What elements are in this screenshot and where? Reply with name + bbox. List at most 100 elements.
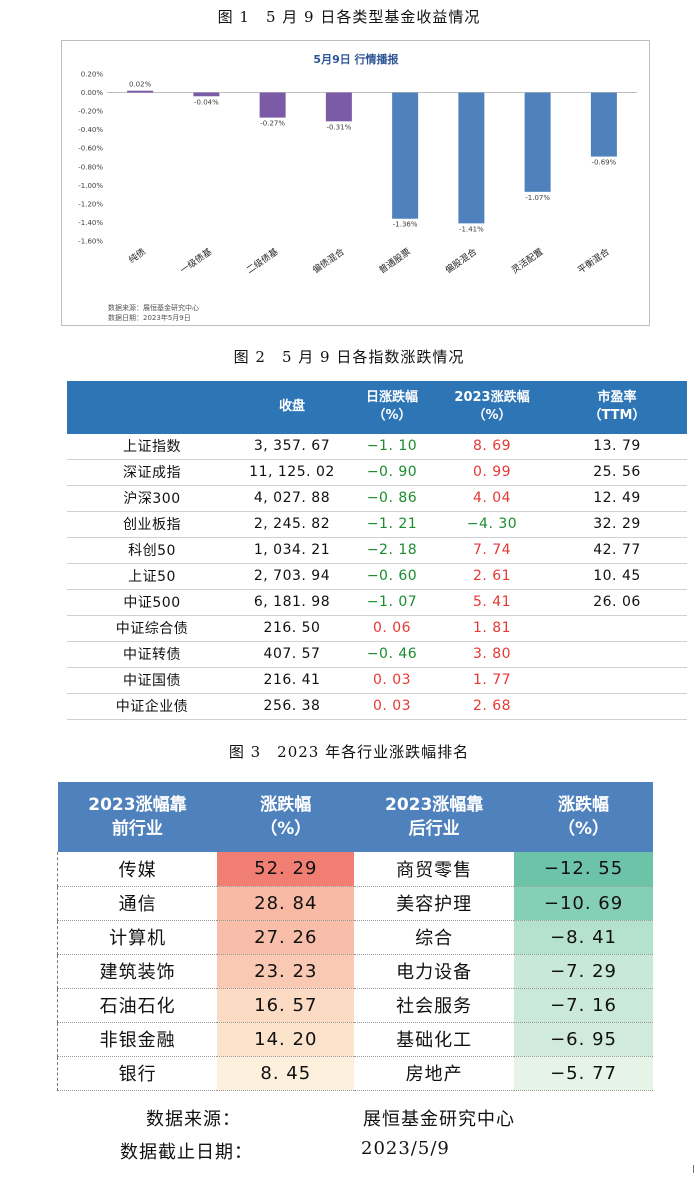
bottom-industry-change: −5. 77 <box>514 1056 653 1091</box>
industry-ranking-table: 2023涨幅靠 前行业 涨跌幅 （%） 2023涨幅靠 后行业 涨跌幅 （%） 传媒 52. 2… <box>57 782 653 1091</box>
index-ytd-change: 3. 80 <box>437 641 547 668</box>
category-label: 偏债混合 <box>310 246 346 276</box>
top-industry-change: 52. 29 <box>217 852 355 887</box>
bar-data-label: -0.27% <box>260 120 285 128</box>
bar-2 <box>193 92 220 97</box>
y-tick-label: -0.40% <box>78 126 103 134</box>
top-industry-name: 石油石化 <box>57 988 218 1023</box>
bottom-industry-name: 社会服务 <box>354 988 515 1023</box>
figure2-caption: 图 2 5 月 9 日各指数涨跌情况 <box>233 348 465 366</box>
index-pe <box>547 615 687 642</box>
bar-data-label: -0.69% <box>591 159 616 167</box>
index-table-row: 上证50 2, 703. 94 −0. 60 2. 61 10. 45 <box>67 563 687 590</box>
category-label: 偏股混合 <box>443 246 479 276</box>
top-industry-name: 传媒 <box>57 852 218 887</box>
index-ytd-change: 8. 69 <box>437 432 547 460</box>
y-tick-label: 0.00% <box>81 89 104 97</box>
industry-table-row: 石油石化 16. 57 社会服务 −7. 16 <box>57 988 653 1023</box>
bottom-industry-name: 商贸零售 <box>354 852 515 887</box>
index-day-change: −1. 10 <box>347 432 437 460</box>
industry-table-row: 建筑装饰 23. 23 电力设备 −7. 29 <box>57 954 653 989</box>
fund-return-chart: 5月9日 行情播报 0.20% 0.00% -0.20% -0.40% -0.60% -0.… <box>61 40 650 326</box>
top-industry-change: 23. 23 <box>217 954 355 989</box>
index-table-row: 沪深300 4, 027. 88 −0. 86 4. 04 12. 49 <box>67 485 687 512</box>
category-label: 平衡混合 <box>575 246 611 276</box>
index-table-header: 收盘 <box>237 381 347 433</box>
index-ytd-change: 2. 61 <box>437 563 547 590</box>
bar-data-label: -1.41% <box>459 225 484 233</box>
industry-table-row: 银行 8. 45 房地产 −5. 77 <box>57 1056 653 1091</box>
index-day-change: 0. 03 <box>347 667 437 694</box>
industry-table-row: 传媒 52. 29 商贸零售 −12. 55 <box>57 852 653 887</box>
index-pe <box>547 693 687 720</box>
bar-data-label: 0.02% <box>129 81 152 89</box>
industry-table-row: 非银金融 14. 20 基础化工 −6. 95 <box>57 1022 653 1057</box>
index-name: 中证500 <box>67 589 237 616</box>
index-day-change: −1. 07 <box>347 589 437 616</box>
index-ytd-change: 5. 41 <box>437 589 547 616</box>
index-pe: 25. 56 <box>547 459 687 486</box>
top-industry-name: 非银金融 <box>57 1022 218 1057</box>
bottom-industry-change: −7. 29 <box>514 954 653 989</box>
index-name: 创业板指 <box>67 511 237 538</box>
index-day-change: −0. 90 <box>347 459 437 486</box>
top-industry-name: 计算机 <box>57 920 218 955</box>
y-tick-label: -0.80% <box>78 163 103 171</box>
index-pe <box>547 641 687 668</box>
chart-date-note: 数据日期：2023年5月9日 <box>108 314 191 322</box>
industry-table-header: 涨跌幅 （%） <box>217 782 355 852</box>
y-tick-label: 0.20% <box>81 71 104 79</box>
index-name: 中证企业债 <box>67 693 237 720</box>
bottom-industry-change: −8. 41 <box>514 920 653 955</box>
index-table-header: 2023涨跌幅 （%） <box>437 381 547 433</box>
index-pe: 10. 45 <box>547 563 687 590</box>
index-table-row: 创业板指 2, 245. 82 −1. 21 −4. 30 32. 29 <box>67 511 687 538</box>
chart-title: 5月9日 行情播报 <box>313 52 399 66</box>
index-name: 上证指数 <box>67 432 237 460</box>
index-table-row: 中证企业债 256. 38 0. 03 2. 68 <box>67 693 687 720</box>
category-label: 普通股票 <box>376 246 412 276</box>
index-table-header <box>67 381 237 433</box>
bottom-industry-change: −10. 69 <box>514 886 653 921</box>
bar-1 <box>127 90 154 93</box>
bar-3 <box>259 92 286 118</box>
index-day-change: 0. 06 <box>347 615 437 642</box>
industry-table-header: 涨跌幅 （%） <box>514 782 653 852</box>
bottom-industry-name: 美容护理 <box>354 886 515 921</box>
index-table-header: 日涨跌幅 （%） <box>347 381 437 433</box>
index-pe: 42. 77 <box>547 537 687 564</box>
bar-data-label: -1.07% <box>525 194 550 202</box>
industry-table-row: 通信 28. 84 美容护理 −10. 69 <box>57 886 653 921</box>
index-close: 3, 357. 67 <box>237 432 347 460</box>
index-ytd-change: 7. 74 <box>437 537 547 564</box>
fund-return-chart-svg: 5月9日 行情播报 0.20% 0.00% -0.20% -0.40% -0.60% -0.… <box>78 52 637 276</box>
index-table-header: 市盈率 （TTM） <box>547 381 687 433</box>
index-name: 中证转债 <box>67 641 237 668</box>
industry-table-row: 计算机 27. 26 综合 −8. 41 <box>57 920 653 955</box>
index-table-row: 中证综合债 216. 50 0. 06 1. 81 <box>67 615 687 642</box>
index-table-row: 中证转债 407. 57 −0. 46 3. 80 <box>67 641 687 668</box>
bar-data-label: -0.04% <box>194 98 219 106</box>
index-close: 4, 027. 88 <box>237 485 347 512</box>
bottom-industry-change: −6. 95 <box>514 1022 653 1057</box>
index-ytd-change: 0. 99 <box>437 459 547 486</box>
index-performance-table: 收盘 日涨跌幅 （%） 2023涨跌幅 （%） 市盈率 （TTM） 上证指数 3, 357. … <box>67 381 687 720</box>
bottom-industry-change: −12. 55 <box>514 852 653 887</box>
index-name: 中证综合债 <box>67 615 237 642</box>
index-close: 216. 50 <box>237 615 347 642</box>
bar-data-label: -0.31% <box>326 123 351 131</box>
index-name: 科创50 <box>67 537 237 564</box>
index-close: 11, 125. 02 <box>237 459 347 486</box>
index-close: 1, 034. 21 <box>237 537 347 564</box>
index-day-change: −1. 21 <box>347 511 437 538</box>
bottom-industry-name: 房地产 <box>354 1056 515 1091</box>
index-pe <box>547 667 687 694</box>
index-name: 上证50 <box>67 563 237 590</box>
industry-table-header: 2023涨幅靠 后行业 <box>354 782 515 852</box>
index-close: 216. 41 <box>237 667 347 694</box>
index-ytd-change: 2. 68 <box>437 693 547 720</box>
index-name: 中证国债 <box>67 667 237 694</box>
bar-4 <box>325 92 352 122</box>
y-tick-label: -1.40% <box>78 219 103 227</box>
bottom-industry-name: 综合 <box>354 920 515 955</box>
